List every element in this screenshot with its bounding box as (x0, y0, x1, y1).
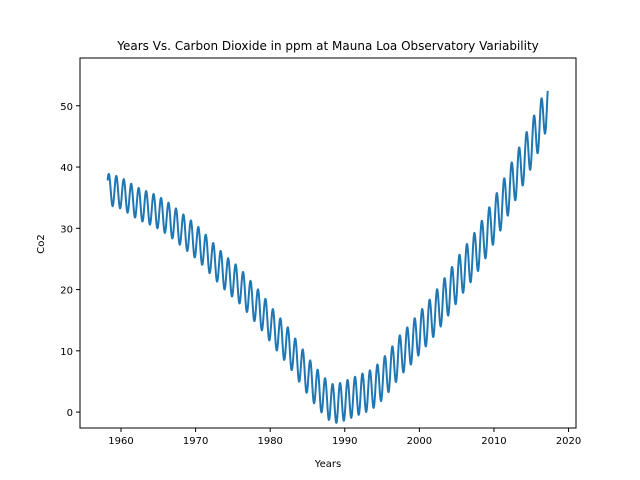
x-tick-label: 1960 (108, 436, 133, 447)
y-tick-label: 30 (60, 224, 73, 235)
chart-title: Years Vs. Carbon Dioxide in ppm at Mauna… (116, 39, 539, 53)
x-tick-label: 2020 (556, 436, 581, 447)
y-tick-label: 40 (60, 163, 73, 174)
y-tick-label: 10 (60, 347, 73, 358)
y-tick-label: 0 (67, 408, 73, 419)
y-tick-label: 50 (60, 102, 73, 113)
x-tick-label: 2000 (407, 436, 432, 447)
plot-area: 1960 1970 1980 1990 2000 2010 2020 0 10 20 30 40 50 (60, 57, 581, 447)
axes-frame (79, 57, 577, 429)
y-axis-label: Co2 (36, 234, 47, 253)
y-tick-label: 20 (60, 286, 73, 297)
x-tick-label: 1990 (332, 436, 357, 447)
x-tick-label: 1980 (257, 436, 282, 447)
series-line (106, 90, 549, 424)
x-tick-label: 1970 (183, 436, 208, 447)
x-axis-label: Years (314, 459, 341, 470)
x-tick-label: 2010 (481, 436, 506, 447)
